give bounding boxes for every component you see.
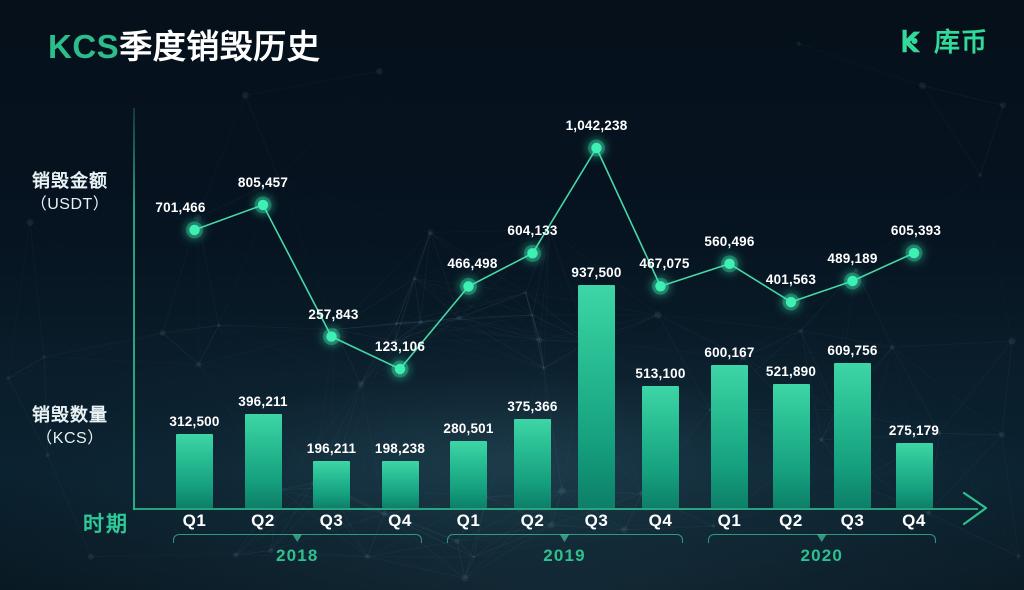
y-axis-label-amount: 销毁金额 （USDT） (14, 170, 126, 215)
x-tick-2020-Q2: Q2 (779, 511, 803, 530)
bar-value-label: 196,211 (306, 441, 357, 457)
bar-value-label: 609,756 (827, 342, 878, 358)
line-value-label: 604,133 (507, 223, 558, 239)
bar-2019-Q2[interactable] (514, 418, 551, 508)
bar-value-label: 513,100 (635, 365, 686, 381)
bar-value-label: 275,179 (888, 422, 940, 438)
line-value-label: 401,563 (765, 272, 817, 288)
y-axis-line (133, 108, 135, 510)
line-value-label: 123,106 (374, 339, 426, 354)
x-axis-label: 时期 (83, 513, 129, 536)
x-tick-2018-Q2: Q2 (251, 511, 275, 530)
year-bracket-2018 (172, 534, 422, 550)
bar-2019-Q4[interactable] (642, 385, 679, 508)
line-value-label: 805,457 (237, 174, 289, 190)
x-tick-2018-Q1: Q1 (182, 511, 207, 530)
bar-2018-Q4[interactable] (381, 460, 419, 508)
line-value-label: 605,393 (890, 223, 942, 239)
bar-value-label: 198,238 (374, 440, 426, 456)
x-tick-2020-Q3: Q3 (840, 511, 865, 530)
y-axis-label-quantity-unit: （KCS） (36, 429, 104, 447)
bar-value-label: 521,890 (765, 363, 817, 379)
title-rest: 季度销毁历史 (119, 28, 321, 65)
year-bracket-2020 (707, 534, 936, 550)
bracket-center-tick (816, 534, 827, 542)
brand-logo-text: 库币 (933, 27, 988, 57)
bar-2018-Q2[interactable] (244, 413, 282, 508)
line-value-label: 701,466 (155, 199, 206, 215)
x-tick-2019-Q2: Q2 (520, 511, 545, 530)
bracket-left-cap (446, 534, 456, 543)
y-axis-label-amount-unit: （USDT） (30, 195, 110, 213)
bracket-center-tick (292, 534, 303, 542)
title-accent: KCS (48, 28, 120, 65)
bracket-left-cap (707, 534, 717, 543)
year-label-2020: 2020 (800, 546, 844, 565)
bracket-right-cap (673, 534, 683, 543)
x-tick-2020-Q1: Q1 (717, 511, 742, 530)
year-label-2018: 2018 (275, 546, 319, 565)
x-tick-2019-Q3: Q3 (584, 511, 609, 530)
x-tick-2018-Q3: Q3 (319, 511, 344, 530)
bar-2020-Q4[interactable] (895, 442, 933, 508)
bar-2020-Q2[interactable] (772, 383, 810, 508)
bar-value-label: 312,500 (169, 413, 220, 429)
bracket-right-cap (927, 534, 936, 543)
y-axis-label-quantity-main: 销毁数量 (32, 405, 108, 425)
bar-2019-Q3[interactable] (578, 285, 615, 508)
y-axis-label-amount-main: 销毁金额 (32, 171, 108, 191)
bar-2020-Q1[interactable] (711, 365, 748, 508)
x-tick-2019-Q1: Q1 (456, 511, 481, 530)
bar-2020-Q3[interactable] (834, 362, 871, 508)
bar-value-label: 600,167 (704, 345, 755, 361)
x-axis-line (133, 508, 978, 510)
kucoin-logo-icon (902, 29, 921, 52)
bar-value-label: 396,211 (238, 393, 288, 409)
page-title: KCS季度销毁历史 (48, 20, 320, 68)
line-value-label: 489,189 (827, 250, 878, 266)
line-value-label: 466,498 (447, 256, 498, 272)
line-value-label: 560,496 (704, 233, 755, 249)
x-tick-2020-Q4: Q4 (902, 511, 926, 530)
bracket-right-cap (413, 534, 422, 543)
y-axis-label-quantity: 销毁数量 （KCS） (14, 404, 126, 449)
x-tick-2019-Q4: Q4 (648, 511, 673, 530)
line-value-label: 467,075 (639, 256, 690, 272)
bar-2018-Q1[interactable] (176, 433, 213, 508)
year-bracket-2019 (446, 534, 683, 550)
bracket-left-cap (172, 534, 182, 543)
arrow-right-icon (962, 491, 988, 526)
bar-value-label: 375,366 (507, 398, 558, 414)
year-label-2019: 2019 (543, 546, 586, 565)
line-value-label: 257,843 (308, 306, 359, 322)
x-tick-2018-Q4: Q4 (388, 511, 412, 530)
bar-2019-Q1[interactable] (450, 441, 487, 508)
line-value-label: 1,042,238 (565, 118, 628, 133)
brand-logo: 库币 (895, 22, 988, 59)
bar-2018-Q3[interactable] (313, 461, 350, 508)
bracket-center-tick (559, 534, 570, 542)
bar-value-label: 280,501 (443, 421, 494, 437)
